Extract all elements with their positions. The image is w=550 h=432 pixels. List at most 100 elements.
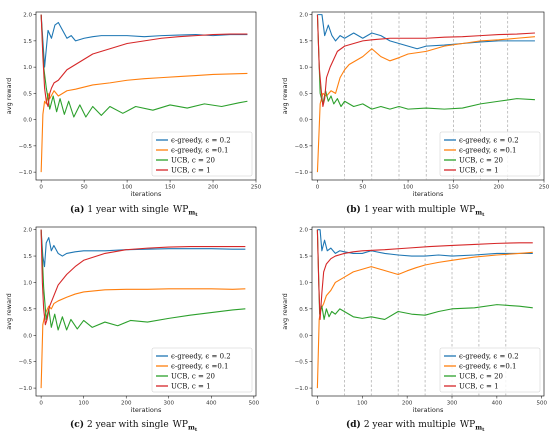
y-tick-label: 0.0	[299, 118, 308, 124]
x-tick-label: 200	[402, 401, 413, 407]
x-tick-label: 500	[249, 401, 260, 407]
x-tick-label: 50	[81, 185, 88, 191]
y-tick-label: 1.5	[299, 39, 308, 45]
x-tick-label: 500	[537, 401, 548, 407]
y-tick-label: 2.0	[23, 13, 32, 19]
y-tick-label: −1.0	[19, 386, 33, 392]
x-tick-label: 300	[164, 401, 175, 407]
chart-panel-d: 0 100 200 300 400 500 −1.0 −0.5 0.0 0.5 1.0 1.5 2.0 i…	[281, 226, 548, 432]
legend-label-4: UCB, c = 1	[171, 167, 211, 175]
legend: ϵ-greedy, ϵ = 0.2 ϵ-greedy, ϵ =0.1 UCB, c …	[439, 347, 541, 393]
x-tick-label: 100	[122, 185, 133, 191]
legend-label-3: UCB, c = 20	[171, 157, 215, 165]
y-tick-label: 1.0	[23, 65, 32, 71]
y-tick-label: 1.0	[299, 65, 308, 71]
series-line-4	[316, 14, 535, 108]
series-line-2	[40, 288, 246, 389]
x-tick-label: 100	[403, 185, 414, 191]
y-axis-label: avg reward	[5, 78, 13, 115]
caption-subsub: t	[195, 427, 198, 432]
caption-letter: (c)	[70, 419, 84, 430]
caption-letter: (b)	[346, 204, 361, 215]
series-line-3	[316, 229, 533, 320]
caption-wp: WP	[460, 420, 475, 430]
legend-label-1: ϵ-greedy, ϵ = 0.2	[171, 353, 231, 361]
x-tick-label: 100	[78, 401, 89, 407]
caption-text: 2 year with multiple	[364, 420, 456, 430]
x-tick-label: 0	[39, 185, 43, 191]
x-tick-label: 200	[121, 401, 132, 407]
legend-box	[151, 347, 253, 393]
x-tick-label: 0	[316, 401, 320, 407]
legend-label-4: UCB, c = 1	[459, 167, 499, 175]
series-line-2	[316, 36, 535, 173]
y-tick-label: 2.0	[299, 13, 308, 19]
series-line-2	[316, 251, 533, 389]
y-tick-label: 0.5	[299, 307, 308, 313]
legend-label-1: ϵ-greedy, ϵ = 0.2	[459, 353, 519, 361]
y-tick-label: 1.5	[299, 254, 308, 260]
legend-label-2: ϵ-greedy, ϵ =0.1	[459, 363, 517, 371]
plot-frame	[311, 11, 545, 181]
y-tick-label: 1.5	[23, 39, 32, 45]
x-axis-label: iterations	[131, 190, 162, 198]
legend-label-4: UCB, c = 1	[171, 383, 211, 391]
caption-subsub: t	[482, 427, 485, 432]
y-tick-label: 0.5	[299, 91, 308, 97]
x-tick-label: 250	[251, 185, 262, 191]
x-tick-label: 200	[493, 185, 504, 191]
legend: ϵ-greedy, ϵ = 0.2 ϵ-greedy, ϵ =0.1 UCB, c …	[439, 131, 541, 177]
x-tick-label: 250	[539, 185, 550, 191]
chart-panel-a: 0 50 100 150 200 250 −1.0 −0.5 0.0 0.5 1.0 1.5 2.0 it…	[5, 11, 262, 218]
legend-box	[439, 347, 541, 393]
legend-box	[439, 131, 541, 177]
y-tick-label: 0.0	[23, 118, 32, 124]
chart-panel-c: 0 100 200 300 400 500 −1.0 −0.5 0.0 0.5 1.0 1.5 2.0 i…	[5, 226, 260, 432]
caption-sub: m	[188, 424, 195, 432]
plot-frame	[311, 226, 545, 397]
y-tick-label: 0.5	[23, 307, 32, 313]
y-tick-label: −1.0	[295, 386, 309, 392]
caption: (b) 1 year with multiple WPmt	[346, 204, 485, 218]
caption: (a) 1 year with single WPmt	[70, 204, 198, 218]
x-tick-label: 300	[447, 401, 458, 407]
y-tick-label: −0.5	[19, 144, 33, 150]
y-tick-label: 1.0	[299, 280, 308, 286]
x-tick-label: 0	[316, 185, 320, 191]
legend: ϵ-greedy, ϵ = 0.2 ϵ-greedy, ϵ =0.1 UCB, c …	[151, 347, 253, 393]
series-line-1	[40, 14, 248, 68]
series-line-3	[40, 14, 248, 118]
y-tick-label: 2.0	[23, 228, 32, 234]
series-line-3	[40, 229, 246, 331]
caption-sub: m	[475, 209, 482, 217]
x-tick-label: 0	[39, 401, 43, 407]
caption-wp: WP	[173, 205, 188, 215]
x-tick-label: 400	[206, 401, 217, 407]
caption-letter: (d)	[346, 419, 361, 430]
x-tick-label: 200	[208, 185, 219, 191]
caption-wp: WP	[460, 205, 475, 215]
y-axis-label: avg reward	[281, 293, 289, 330]
y-tick-label: −0.5	[295, 360, 309, 366]
series-line-4	[40, 229, 246, 326]
caption: (d) 2 year with multiple WPmt	[346, 419, 485, 432]
plot-frame	[35, 11, 257, 181]
legend-label-2: ϵ-greedy, ϵ =0.1	[459, 147, 517, 155]
series-line-4	[40, 14, 248, 108]
x-axis-label: iterations	[413, 190, 444, 198]
legend-label-1: ϵ-greedy, ϵ = 0.2	[171, 137, 231, 145]
y-tick-label: 1.5	[23, 254, 32, 260]
legend-label-3: UCB, c = 20	[459, 373, 503, 381]
caption-sub: m	[475, 424, 482, 432]
y-tick-label: −1.0	[295, 170, 309, 176]
series-line-1	[317, 229, 533, 257]
x-axis-label: iterations	[413, 406, 444, 414]
legend-label-2: ϵ-greedy, ϵ =0.1	[171, 363, 229, 371]
legend-label-3: UCB, c = 20	[171, 373, 215, 381]
x-tick-label: 400	[492, 401, 503, 407]
series-line-4	[316, 229, 533, 320]
caption-text: 2 year with single	[87, 420, 169, 430]
caption: (c) 2 year with single WPmt	[70, 419, 198, 432]
x-tick-label: 100	[357, 401, 368, 407]
series-line-1	[40, 229, 246, 268]
